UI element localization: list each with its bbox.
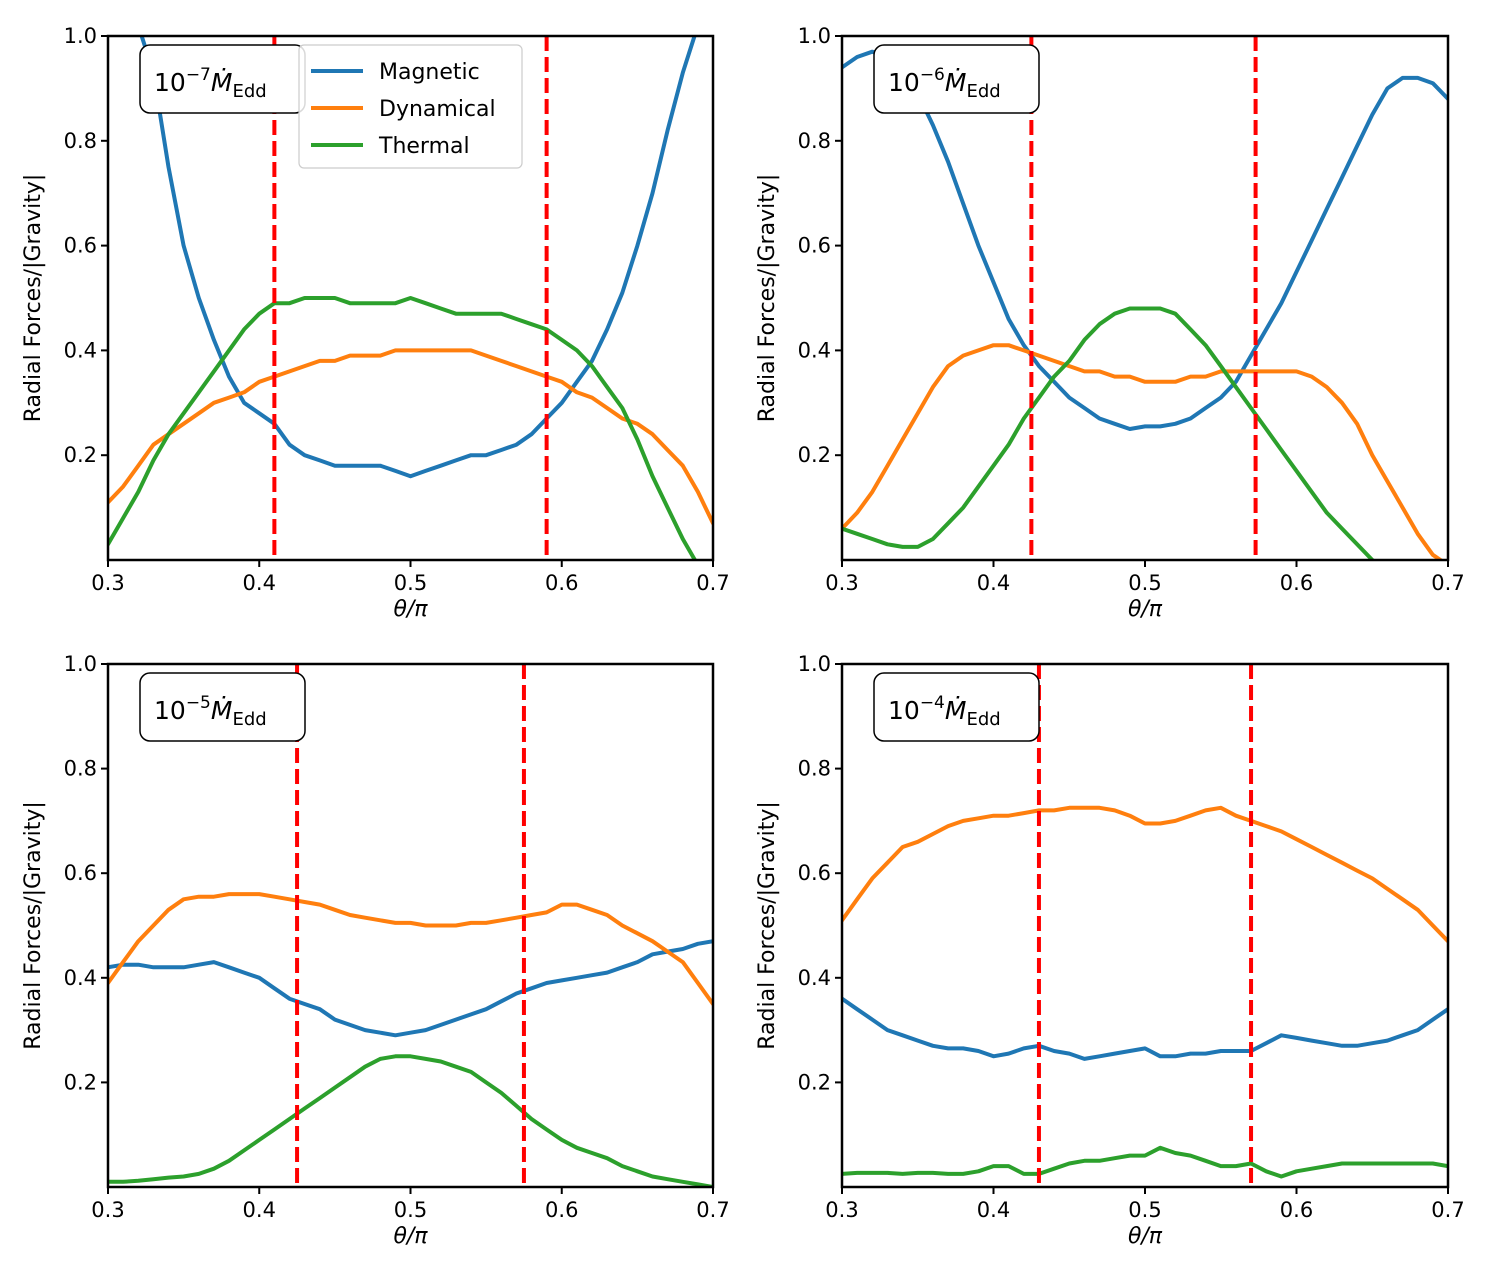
legend-label-magnetic: Magnetic [379, 60, 480, 85]
series-thermal-line [108, 1054, 713, 1187]
series-dynamical-line [842, 805, 1448, 944]
y-tick-label: 0.4 [64, 966, 97, 990]
x-tick-label: 0.7 [1431, 571, 1464, 595]
axes-frame [840, 662, 1450, 1189]
x-tick-label: 0.3 [91, 571, 124, 595]
y-axis-label: Radial Forces/|Gravity| [755, 801, 780, 1050]
x-tick-label: 0.3 [91, 1198, 124, 1222]
y-tick-label: 0.8 [798, 757, 831, 781]
series-dynamical-line [108, 348, 713, 526]
panel-top-left: 0.3 0.4 0.5 0.6 0.7 0.2 0.4 0.6 0.8 1.0 θ/π Radial … [21, 24, 730, 622]
y-tick-label: 0.6 [64, 234, 97, 258]
series-magnetic-line [842, 49, 1448, 431]
y-tick-label: 0.8 [64, 129, 97, 153]
x-tick-label: 0.6 [1280, 1198, 1313, 1222]
annotation-box [873, 44, 1040, 114]
axes-frame [840, 34, 1450, 562]
annotation-text: 10−6ṀEdd [888, 65, 1001, 102]
series-magnetic-line [842, 996, 1448, 1061]
y-tick-label: 0.4 [798, 338, 831, 362]
y-tick-label: 0.6 [64, 861, 97, 885]
y-tick-label: 0.8 [798, 129, 831, 153]
plot-area [108, 664, 713, 1187]
x-tick-label: 0.7 [1431, 1198, 1464, 1222]
annotation-box [873, 672, 1040, 742]
accretion-rate-annotation: 10−7ṀEdd [139, 44, 306, 114]
x-tick-label: 0.4 [243, 571, 276, 595]
series-dynamical-line [842, 343, 1444, 560]
plot-area [842, 664, 1448, 1187]
x-tick-label: 0.5 [394, 1198, 427, 1222]
series-magnetic-line [139, 36, 697, 479]
x-tick-label: 0.6 [545, 571, 578, 595]
legend-label-thermal: Thermal [378, 134, 470, 159]
y-tick-label: 0.2 [64, 443, 97, 467]
x-tick-label: 0.4 [977, 571, 1010, 595]
legend-label-dynamical: Dynamical [379, 97, 496, 122]
x-tick-label: 0.4 [243, 1198, 276, 1222]
annotation-box [139, 672, 306, 742]
y-tick-label: 0.2 [798, 443, 831, 467]
x-axis-label: θ/π [1128, 597, 1163, 622]
y-tick-label: 0.6 [798, 234, 831, 258]
y-tick-label: 1.0 [798, 652, 831, 676]
panel-bottom-left: 0.3 0.4 0.5 0.6 0.7 0.2 0.4 0.6 0.8 1.0 θ/π Radial … [21, 652, 730, 1249]
y-axis-label: Radial Forces/|Gravity| [21, 174, 46, 423]
x-tick-label: 0.5 [394, 571, 427, 595]
legend-box [298, 44, 523, 169]
series-thermal-line [842, 306, 1376, 560]
accretion-rate-annotation: 10−6ṀEdd [873, 44, 1040, 114]
series-magnetic-line [108, 939, 713, 1038]
x-tick-label: 0.4 [977, 1198, 1010, 1222]
x-tick-label: 0.6 [545, 1198, 578, 1222]
series-dynamical-line [108, 892, 713, 1006]
accretion-rate-annotation: 10−5ṀEdd [139, 672, 306, 742]
y-tick-label: 1.0 [64, 24, 97, 48]
series-thermal-line [108, 296, 698, 560]
annotation-text: 10−7ṀEdd [154, 65, 267, 102]
x-tick-label: 0.5 [1128, 1198, 1161, 1222]
x-tick-label: 0.5 [1128, 571, 1161, 595]
x-axis-label: θ/π [393, 1224, 428, 1249]
x-tick-label: 0.3 [825, 571, 858, 595]
y-axis-label: Radial Forces/|Gravity| [755, 174, 780, 423]
series-thermal-line [842, 1145, 1448, 1179]
x-tick-label: 0.7 [696, 1198, 729, 1222]
accretion-rate-annotation: 10−4ṀEdd [873, 672, 1040, 742]
legend: Magnetic Dynamical Thermal [298, 44, 523, 169]
y-axis-label: Radial Forces/|Gravity| [21, 801, 46, 1050]
panel-top-right: 0.3 0.4 0.5 0.6 0.7 0.2 0.4 0.6 0.8 1.0 θ/π Radial … [755, 24, 1465, 622]
y-tick-label: 1.0 [64, 652, 97, 676]
plot-area [108, 36, 713, 560]
y-tick-label: 0.4 [64, 338, 97, 362]
plot-area [842, 36, 1448, 560]
y-tick-label: 0.6 [798, 861, 831, 885]
y-tick-label: 0.8 [64, 757, 97, 781]
y-tick-label: 1.0 [798, 24, 831, 48]
annotation-text: 10−4ṀEdd [888, 693, 1001, 730]
annotation-text: 10−5ṀEdd [154, 693, 267, 730]
y-tick-label: 0.2 [64, 1070, 97, 1094]
x-tick-label: 0.7 [696, 571, 729, 595]
panel-bottom-right: 0.3 0.4 0.5 0.6 0.7 0.2 0.4 0.6 0.8 1.0 θ/π Radial … [755, 652, 1465, 1249]
x-tick-label: 0.6 [1280, 571, 1313, 595]
x-axis-label: θ/π [1128, 1224, 1163, 1249]
y-tick-label: 0.2 [798, 1070, 831, 1094]
x-tick-label: 0.3 [825, 1198, 858, 1222]
x-axis-label: θ/π [393, 597, 428, 622]
y-tick-label: 0.4 [798, 966, 831, 990]
